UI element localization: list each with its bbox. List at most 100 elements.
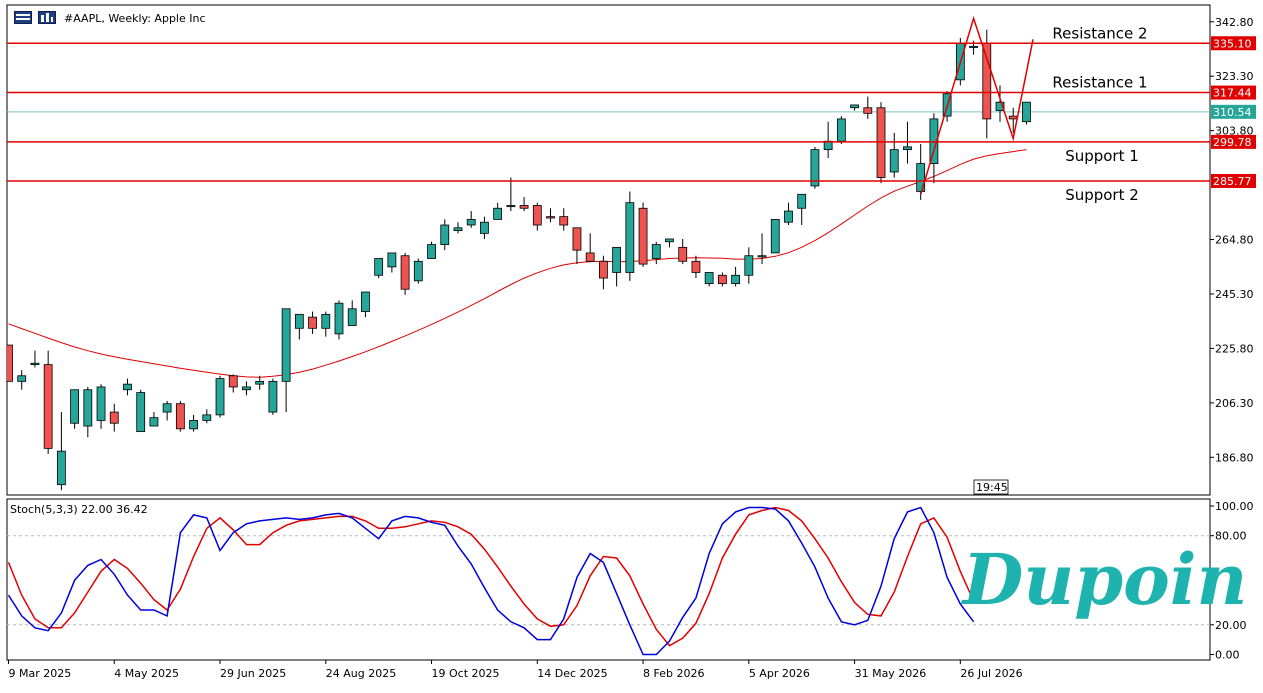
candle-body bbox=[255, 380, 265, 385]
candle-body bbox=[546, 216, 555, 219]
candle bbox=[308, 311, 317, 334]
main-panel-frame bbox=[6, 4, 1211, 496]
candle bbox=[599, 255, 608, 290]
candle-body bbox=[17, 375, 27, 382]
level-value-text: 335.10 bbox=[1213, 37, 1252, 50]
candle bbox=[585, 233, 595, 262]
candle-body bbox=[744, 255, 754, 276]
candle bbox=[294, 313, 304, 340]
candle bbox=[836, 116, 846, 145]
candle bbox=[361, 291, 370, 318]
stoch-axis-label: 20.00 bbox=[1215, 619, 1247, 632]
candle-body bbox=[969, 45, 978, 48]
candle-body bbox=[519, 205, 529, 209]
candle-body bbox=[1022, 101, 1031, 123]
candle-body bbox=[83, 389, 93, 427]
level-label: Resistance 1 bbox=[1052, 74, 1147, 92]
chart-title: #AAPL, Weekly: Apple Inc bbox=[64, 12, 206, 25]
candle-body bbox=[440, 224, 450, 245]
candle bbox=[519, 197, 529, 212]
candle-body bbox=[453, 227, 463, 231]
level-value-tag bbox=[1211, 36, 1256, 51]
candle bbox=[1022, 101, 1031, 125]
candle-body bbox=[678, 246, 688, 262]
candle bbox=[321, 311, 331, 337]
candle-body bbox=[876, 107, 886, 178]
candle-body bbox=[889, 149, 899, 173]
candle-body bbox=[850, 104, 859, 109]
price-axis-label: 264.80 bbox=[1215, 234, 1254, 247]
candle bbox=[546, 208, 555, 223]
candle-body bbox=[400, 255, 410, 290]
candle bbox=[189, 414, 198, 432]
candle bbox=[136, 389, 146, 433]
candle-body bbox=[427, 244, 436, 259]
candle-body bbox=[334, 302, 344, 335]
candle bbox=[559, 208, 569, 231]
candle bbox=[731, 266, 740, 287]
candle-body bbox=[7, 344, 13, 382]
candle-body bbox=[387, 252, 397, 268]
candle-body bbox=[770, 219, 780, 254]
candle bbox=[123, 378, 132, 396]
candle-body bbox=[836, 118, 846, 142]
candle-body bbox=[294, 313, 304, 329]
candle bbox=[506, 177, 516, 212]
level-value-text: 299.78 bbox=[1213, 136, 1252, 149]
candle bbox=[347, 300, 357, 326]
level-label: Support 2 bbox=[1065, 186, 1139, 204]
candle bbox=[744, 247, 754, 284]
candle bbox=[440, 219, 450, 251]
candle bbox=[387, 252, 397, 273]
price-axis-label: 245.30 bbox=[1215, 288, 1254, 301]
candle-body bbox=[109, 411, 119, 424]
candle-body bbox=[308, 316, 317, 329]
candle bbox=[638, 202, 648, 267]
stoch-axis-label: 80.00 bbox=[1215, 530, 1247, 543]
candle bbox=[625, 191, 635, 281]
moving-average-line bbox=[8, 149, 1027, 378]
stoch-main-line bbox=[7, 506, 975, 656]
candle bbox=[717, 272, 727, 287]
candle bbox=[70, 389, 79, 429]
candle-body bbox=[810, 149, 820, 187]
candle-body bbox=[599, 260, 608, 279]
candle-body bbox=[361, 291, 370, 312]
candle-body bbox=[493, 207, 503, 220]
candle-body bbox=[189, 420, 198, 430]
level-label: Support 1 bbox=[1065, 147, 1139, 165]
candle-body bbox=[242, 386, 251, 391]
candle bbox=[678, 238, 688, 265]
candle-body bbox=[784, 210, 793, 223]
candle bbox=[400, 252, 410, 295]
level-value-text: 317.44 bbox=[1213, 87, 1252, 100]
candle bbox=[532, 202, 542, 231]
candle-body bbox=[704, 272, 714, 285]
candle bbox=[995, 85, 1005, 122]
candle-body bbox=[43, 364, 53, 449]
brand-logo: Dupoin bbox=[961, 538, 1248, 621]
candle bbox=[413, 258, 423, 284]
time-marker-text: 19:45 bbox=[976, 481, 1008, 494]
candle bbox=[202, 409, 212, 424]
candle bbox=[480, 216, 489, 239]
candle bbox=[757, 233, 767, 265]
candle-body bbox=[731, 274, 740, 285]
current-price-tag bbox=[1211, 104, 1256, 119]
candle-body bbox=[56, 450, 66, 486]
candle-body bbox=[863, 107, 873, 114]
candle bbox=[7, 344, 13, 382]
candle-body bbox=[506, 205, 516, 208]
candle bbox=[96, 384, 106, 429]
time-axis-label: 31 May 2026 bbox=[855, 667, 927, 680]
candle-body bbox=[995, 101, 1005, 111]
candle bbox=[228, 374, 238, 393]
candle-body bbox=[281, 308, 291, 382]
candle bbox=[43, 350, 53, 454]
candle bbox=[691, 255, 701, 279]
candle bbox=[823, 121, 833, 159]
price-axis-label: 186.80 bbox=[1215, 451, 1254, 464]
level-value-tag bbox=[1211, 134, 1256, 149]
candle bbox=[83, 386, 93, 438]
candle bbox=[30, 350, 40, 368]
